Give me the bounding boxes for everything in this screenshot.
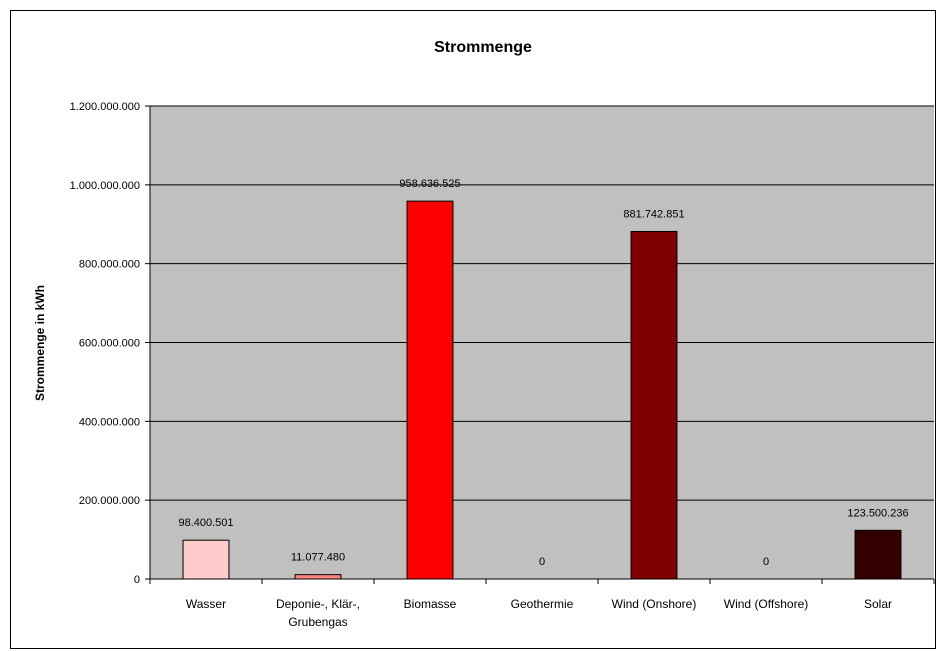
x-tick-label: Solar (864, 597, 892, 611)
y-tick-labels: 0 200.000.000 400.000.000 600.000.000 800.00… (70, 101, 140, 586)
y-tick-label: 0 (134, 574, 140, 586)
x-tick-label: Wasser (186, 597, 226, 611)
chart-title: Strommenge (434, 39, 532, 56)
x-tick-labels: Wasser Deponie-, Klär-, Grubengas Biomasse G… (186, 597, 892, 629)
x-tick-label: Deponie-, Klär-, Grubengas (276, 597, 360, 629)
data-label: 98.400.501 (178, 517, 233, 529)
x-tick-label: Biomasse (404, 597, 457, 611)
y-tick-label: 600.000.000 (79, 338, 140, 350)
gridlines (150, 105, 934, 501)
x-tick-label: Wind (Onshore) (612, 597, 697, 611)
bars (182, 200, 902, 580)
data-label: 0 (763, 556, 769, 568)
data-labels: 98.400.501 11.077.480 958.636.525 0 881.742.… (178, 178, 908, 568)
data-label: 958.636.525 (399, 178, 460, 190)
y-tick-label: 1.200.000.000 (70, 101, 140, 113)
y-tick-label: 200.000.000 (79, 495, 140, 507)
y-tick-label: 800.000.000 (79, 259, 140, 271)
data-label: 0 (539, 556, 545, 568)
bar (630, 230, 678, 580)
data-label: 11.077.480 (291, 552, 345, 564)
data-label: 881.742.851 (623, 208, 684, 220)
y-tick-label: 400.000.000 (79, 416, 140, 428)
bar (406, 200, 454, 580)
x-tick-label: Wind (Offshore) (724, 597, 808, 611)
bar (182, 539, 230, 580)
y-axis-label: Strommenge in kWh (33, 285, 47, 401)
bar (294, 574, 342, 580)
y-tick-label: 1.000.000.000 (70, 180, 140, 192)
x-tick-label: Geothermie (511, 597, 574, 611)
bar (854, 529, 902, 580)
data-label: 123.500.236 (847, 507, 908, 519)
axes (145, 105, 935, 584)
